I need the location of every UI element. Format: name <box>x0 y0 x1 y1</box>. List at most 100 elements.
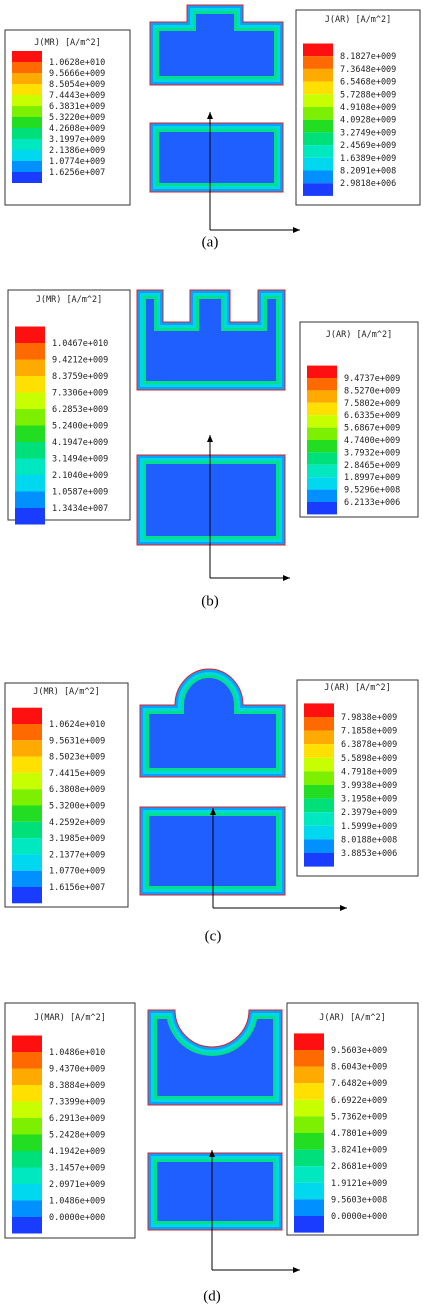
color-swatch <box>12 1134 42 1151</box>
color-swatch <box>12 1167 42 1184</box>
color-swatch <box>15 458 45 475</box>
color-swatch <box>12 740 42 757</box>
legend-value: 7.5802e+009 <box>344 399 400 409</box>
legend-value: 3.2749e+009 <box>340 128 396 138</box>
color-swatch <box>15 409 45 426</box>
legend-value: 1.0624e+010 <box>49 720 105 730</box>
caption: (b) <box>201 593 219 609</box>
legend-value: 7.3399e+009 <box>49 1098 105 1108</box>
conductor-outline <box>136 289 286 391</box>
field-core <box>148 1153 282 1230</box>
color-swatch <box>307 452 337 465</box>
color-swatch <box>12 1035 42 1052</box>
legend-value: 9.4370e+009 <box>49 1065 105 1075</box>
legend-value: 6.2913e+009 <box>49 1114 105 1124</box>
color-swatch <box>294 1199 324 1216</box>
conductor-outline <box>136 454 286 546</box>
legend-value: 2.1040e+009 <box>52 471 108 481</box>
legend-value: 3.1494e+009 <box>52 455 108 465</box>
legend-value: 7.1858e+009 <box>341 727 397 737</box>
color-swatch <box>15 475 45 492</box>
color-swatch <box>15 442 45 459</box>
field-core <box>137 290 285 390</box>
color-swatch <box>307 415 337 428</box>
legend-value: 1.0467e+010 <box>52 339 108 349</box>
color-swatch <box>294 1182 324 1200</box>
legend-value: 1.5999e+009 <box>341 822 397 832</box>
legend-value: 6.2853e+009 <box>52 405 108 415</box>
color-swatch <box>304 757 334 772</box>
legend-value: 0.0000e+000 <box>49 1213 105 1223</box>
legend-value: 2.3979e+009 <box>341 808 397 818</box>
conductor <box>150 5 283 85</box>
legend-value: 5.3220e+009 <box>49 113 105 123</box>
color-swatch <box>307 402 337 416</box>
color-swatch <box>294 1133 324 1150</box>
conductor-outline <box>149 122 284 193</box>
color-swatch <box>294 1083 324 1100</box>
color-swatch <box>12 1085 42 1102</box>
legend-value: 2.8465e+009 <box>344 461 400 471</box>
legend-value: 3.1958e+009 <box>341 795 397 805</box>
color-swatch <box>12 84 42 95</box>
legend-value: 1.3434e+007 <box>52 504 108 514</box>
conductor-outline <box>147 1152 283 1231</box>
legend-value: 3.7932e+009 <box>344 448 400 458</box>
legend-value: 2.1377e+009 <box>49 850 105 860</box>
color-swatch <box>12 724 42 741</box>
color-swatch <box>303 107 333 120</box>
legend-value: 8.0188e+008 <box>341 835 397 845</box>
legend-value: 2.4569e+009 <box>340 141 396 151</box>
color-swatch <box>307 365 337 378</box>
color-swatch <box>307 489 337 502</box>
color-swatch <box>12 805 42 822</box>
legend-value: 6.5468e+009 <box>340 78 396 88</box>
legend-value: 2.0971e+009 <box>49 1180 105 1190</box>
color-swatch <box>12 789 42 806</box>
field-core <box>137 455 285 545</box>
color-swatch <box>12 1101 42 1118</box>
color-swatch <box>294 1116 324 1133</box>
color-swatch <box>12 117 42 128</box>
color-swatch <box>294 1149 324 1167</box>
color-swatch <box>303 56 333 69</box>
legend-value: 1.8997e+009 <box>344 473 400 483</box>
conductor <box>140 669 285 777</box>
color-swatch <box>12 73 42 84</box>
legend-value: 4.7918e+009 <box>341 767 397 777</box>
legend-value: 9.5603e+008 <box>331 1195 387 1205</box>
legend-value: 2.8681e+009 <box>331 1162 387 1172</box>
color-swatch <box>304 771 334 785</box>
legend-value: 8.3759e+009 <box>52 372 108 382</box>
legend-value: 5.2428e+009 <box>49 1131 105 1141</box>
conductor <box>148 1153 282 1230</box>
legend-value: 5.3200e+009 <box>49 802 105 812</box>
color-swatch <box>294 1099 324 1117</box>
color-swatch <box>12 854 42 871</box>
conductor-outline <box>139 806 286 896</box>
legend-value: 6.2133e+006 <box>344 498 400 508</box>
legend-value: 6.3808e+009 <box>49 785 105 795</box>
color-swatch <box>12 128 42 139</box>
legend-value: 1.6389e+009 <box>340 154 396 164</box>
legend-value: 1.0587e+009 <box>52 488 108 498</box>
color-swatch <box>15 425 45 442</box>
legend-value: 9.5631e+009 <box>49 736 105 746</box>
conductor-outline <box>139 668 286 778</box>
color-swatch <box>12 62 42 73</box>
color-swatch <box>304 839 334 853</box>
legend-value: 8.5054e+009 <box>49 80 105 90</box>
legend-value: 4.7801e+009 <box>331 1129 387 1139</box>
legend-value: 1.9121e+009 <box>331 1179 387 1189</box>
legend-value: 7.6482e+009 <box>331 1079 387 1089</box>
conductor <box>137 455 285 545</box>
conductor-outline <box>149 4 284 86</box>
color-swatch <box>303 68 333 82</box>
color-swatch <box>12 150 42 161</box>
legend-value: 3.8853e+006 <box>341 849 397 859</box>
legend-value: 6.6335e+009 <box>344 411 400 421</box>
legend-value: 2.1386e+009 <box>49 146 105 156</box>
color-swatch <box>15 392 45 409</box>
color-swatch <box>12 756 42 773</box>
